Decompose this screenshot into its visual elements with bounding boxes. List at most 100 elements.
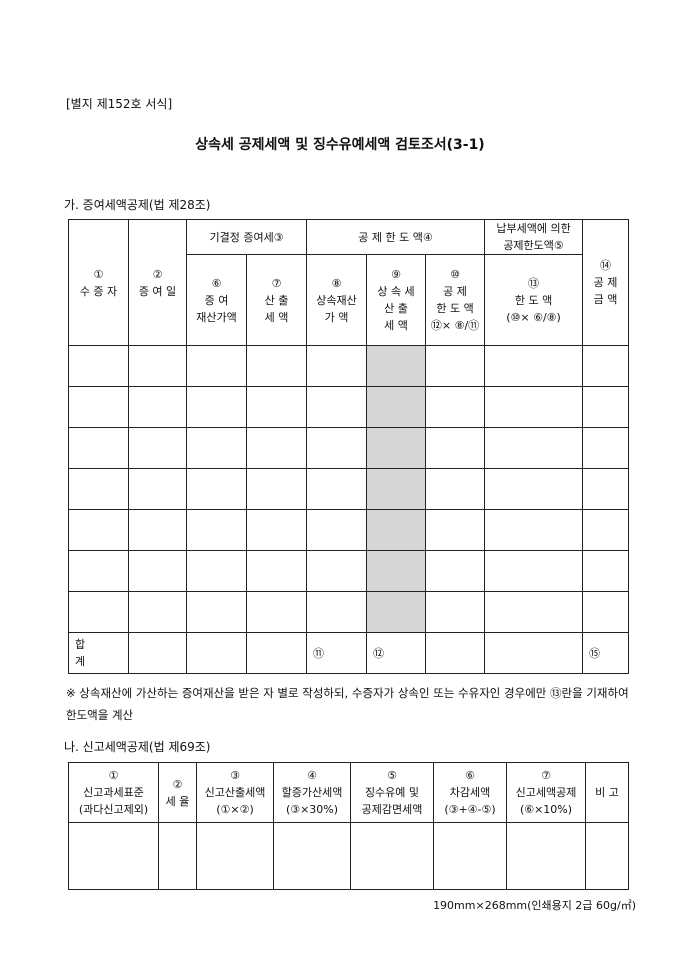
header-col8: ⑧ 상속재산 가 액 [306, 254, 368, 346]
input-cell[interactable] [245, 591, 308, 633]
input-cell[interactable] [128, 345, 187, 387]
input-cell[interactable] [425, 509, 486, 551]
input-cell[interactable] [186, 468, 247, 510]
total-11[interactable]: ⑪ [306, 632, 368, 674]
input-cell[interactable] [350, 822, 434, 890]
input-cell[interactable] [484, 591, 584, 633]
input-cell[interactable] [582, 386, 630, 428]
input-cell[interactable] [425, 345, 486, 387]
input-cell[interactable] [582, 591, 630, 633]
input-cell[interactable] [484, 427, 584, 469]
table-row [68, 509, 630, 551]
input-cell[interactable] [425, 550, 486, 592]
input-cell[interactable] [366, 550, 427, 592]
header-col-5: ⑤ 징수유예 및 공제감면세액 [350, 762, 434, 823]
total-cell[interactable] [484, 632, 584, 674]
input-cell[interactable] [366, 427, 427, 469]
input-cell[interactable] [186, 591, 247, 633]
input-cell[interactable] [128, 386, 187, 428]
input-cell[interactable] [68, 509, 129, 551]
input-cell[interactable] [484, 509, 584, 551]
input-cell[interactable] [585, 822, 629, 890]
input-cell[interactable] [245, 427, 308, 469]
input-cell[interactable] [186, 550, 247, 592]
table-row [68, 550, 630, 592]
input-cell[interactable] [506, 822, 586, 890]
input-cell[interactable] [306, 509, 368, 551]
input-cell[interactable] [366, 386, 427, 428]
input-cell[interactable] [484, 550, 584, 592]
input-cell[interactable] [366, 345, 427, 387]
input-cell[interactable] [68, 345, 129, 387]
input-cell[interactable] [366, 509, 427, 551]
input-cell[interactable] [306, 386, 368, 428]
input-cell[interactable] [306, 345, 368, 387]
total-12[interactable]: ⑫ [366, 632, 427, 674]
input-cell[interactable] [425, 591, 486, 633]
input-cell[interactable] [68, 386, 129, 428]
header-col-6: ⑥ 차감세액 (③+④-⑤) [433, 762, 507, 823]
input-cell[interactable] [158, 822, 197, 890]
input-cell[interactable] [186, 427, 247, 469]
input-cell[interactable] [245, 468, 308, 510]
input-cell[interactable] [245, 386, 308, 428]
input-cell[interactable] [273, 822, 351, 890]
note: ※ 상속재산에 가산하는 증여재산을 받은 자 별로 작성하되, 수증자가 상속… [66, 686, 629, 722]
input-cell[interactable] [68, 591, 129, 633]
total-cell[interactable] [186, 632, 247, 674]
input-cell[interactable] [186, 509, 247, 551]
input-cell[interactable] [186, 345, 247, 387]
form-number: [별지 제152호 서식] [66, 97, 173, 111]
input-cell[interactable] [128, 468, 187, 510]
input-cell[interactable] [128, 427, 187, 469]
input-cell[interactable] [128, 509, 187, 551]
input-cell[interactable] [582, 468, 630, 510]
input-cell[interactable] [186, 386, 247, 428]
table-row [68, 468, 630, 510]
input-cell[interactable] [68, 550, 129, 592]
header-col-3: ③ 신고산출세액 (①×②) [196, 762, 274, 823]
input-cell[interactable] [425, 427, 486, 469]
paper-spec: 190mm×268mm(인쇄용지 2급 60g/㎡) [433, 899, 636, 912]
input-cell[interactable] [128, 591, 187, 633]
table-row [68, 427, 630, 469]
input-cell[interactable] [306, 550, 368, 592]
total-cell[interactable] [425, 632, 486, 674]
header-group-4: 공 제 한 도 액④ [306, 219, 486, 255]
page-title: 상속세 공제세액 및 징수유예세액 검토조서(3-1) [195, 137, 485, 153]
input-cell[interactable] [306, 591, 368, 633]
input-cell[interactable] [425, 468, 486, 510]
input-cell[interactable] [582, 427, 630, 469]
input-cell[interactable] [306, 468, 368, 510]
input-cell[interactable] [245, 345, 308, 387]
input-cell[interactable] [484, 345, 584, 387]
total-cell[interactable] [128, 632, 187, 674]
input-cell[interactable] [366, 591, 427, 633]
total-cell[interactable] [245, 632, 308, 674]
table-row [68, 591, 630, 633]
input-cell[interactable] [245, 509, 308, 551]
input-cell[interactable] [433, 822, 507, 890]
input-cell[interactable] [484, 386, 584, 428]
input-cell[interactable] [306, 427, 368, 469]
input-cell[interactable] [484, 468, 584, 510]
total-15[interactable]: ⑮ [582, 632, 630, 674]
input-cell[interactable] [582, 550, 630, 592]
input-cell[interactable] [68, 822, 159, 890]
input-cell[interactable] [582, 509, 630, 551]
input-cell[interactable] [196, 822, 274, 890]
input-cell[interactable] [68, 427, 129, 469]
input-cell[interactable] [68, 468, 129, 510]
input-cell[interactable] [582, 345, 630, 387]
input-cell[interactable] [425, 386, 486, 428]
table-row [68, 386, 630, 428]
input-cell[interactable] [366, 468, 427, 510]
section1-heading: 가. 증여세액공제(법 제28조) [64, 198, 211, 212]
input-cell[interactable] [245, 550, 308, 592]
input-cell[interactable] [128, 550, 187, 592]
